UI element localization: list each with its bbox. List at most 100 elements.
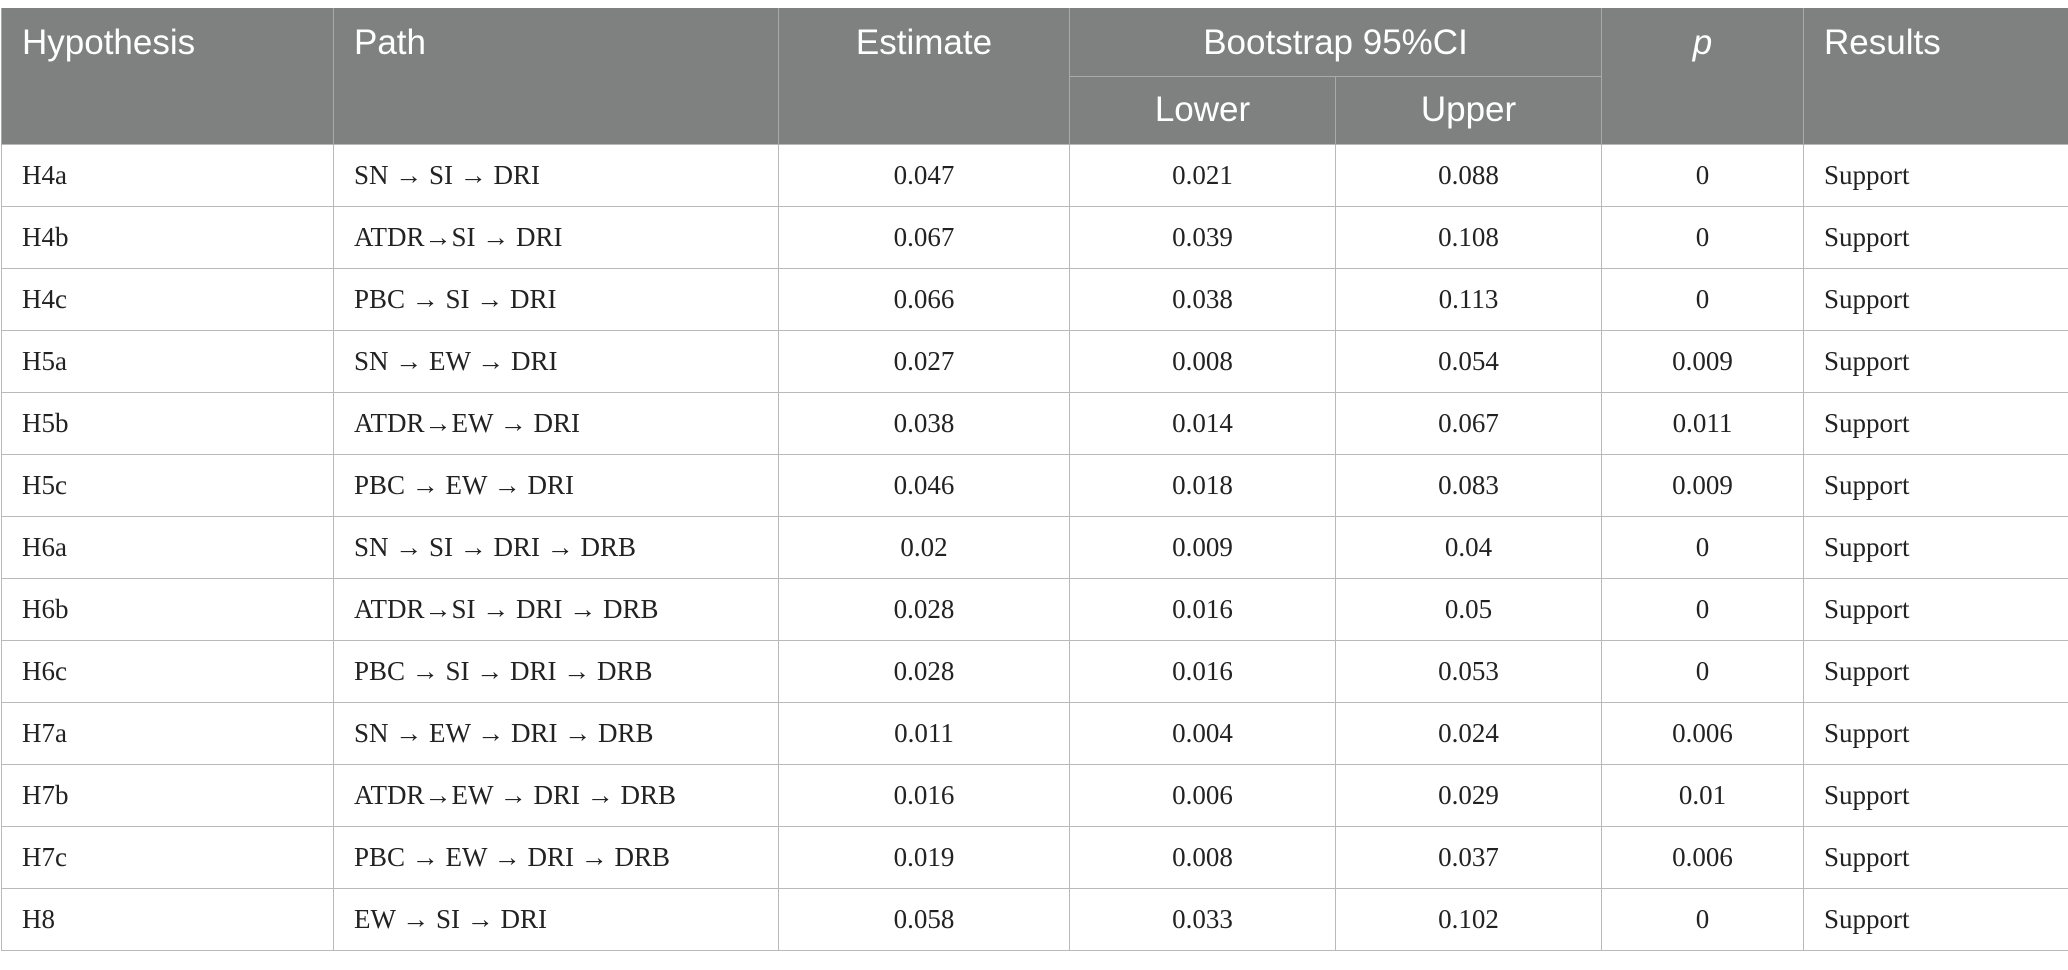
cell-upper: 0.054 <box>1335 329 1602 393</box>
cell-path: EW → SI → DRI <box>333 887 779 951</box>
cell-upper: 0.102 <box>1335 887 1602 951</box>
cell-result: Support <box>1803 391 2068 455</box>
header-row: Hypothesis Path Estimate Bootstrap 95%CI… <box>1 8 2068 144</box>
cell-p-value: 0 <box>1601 267 1804 331</box>
cell-hypothesis: H7a <box>1 701 334 765</box>
cell-hypothesis: H5b <box>1 391 334 455</box>
cell-lower: 0.021 <box>1069 143 1336 207</box>
cell-hypothesis: H6b <box>1 577 334 641</box>
table-row: H5a SN → EW → DRI 0.027 0.008 0.054 0.009 Supp… <box>1 329 2068 393</box>
header-path: Path <box>333 8 779 144</box>
cell-p-value: 0.011 <box>1601 391 1804 455</box>
cell-result: Support <box>1803 887 2068 951</box>
cell-hypothesis: H5c <box>1 453 334 517</box>
cell-hypothesis: H7c <box>1 825 334 889</box>
cell-result: Support <box>1803 453 2068 517</box>
cell-estimate: 0.058 <box>778 887 1070 951</box>
cell-lower: 0.004 <box>1069 701 1336 765</box>
table-row: H7c PBC → EW → DRI → DRB 0.019 0.008 0.037 0.… <box>1 825 2068 889</box>
cell-lower: 0.033 <box>1069 887 1336 951</box>
cell-estimate: 0.011 <box>778 701 1070 765</box>
cell-lower: 0.018 <box>1069 453 1336 517</box>
cell-result: Support <box>1803 577 2068 641</box>
cell-path: SN → EW → DRI <box>333 329 779 393</box>
cell-hypothesis: H6a <box>1 515 334 579</box>
cell-lower: 0.008 <box>1069 825 1336 889</box>
header-estimate: Estimate <box>778 8 1070 144</box>
cell-path: PBC → EW → DRI → DRB <box>333 825 779 889</box>
table-row: H5c PBC → EW → DRI 0.046 0.018 0.083 0.009 Sup… <box>1 453 2068 517</box>
cell-p-value: 0.01 <box>1601 763 1804 827</box>
cell-lower: 0.039 <box>1069 205 1336 269</box>
cell-estimate: 0.019 <box>778 825 1070 889</box>
cell-upper: 0.05 <box>1335 577 1602 641</box>
table-row: H4b ATDR→SI → DRI 0.067 0.039 0.108 0 Support <box>1 205 2068 269</box>
cell-result: Support <box>1803 701 2068 765</box>
header-results: Results <box>1803 8 2068 144</box>
cell-estimate: 0.067 <box>778 205 1070 269</box>
cell-estimate: 0.027 <box>778 329 1070 393</box>
cell-result: Support <box>1803 205 2068 269</box>
cell-upper: 0.067 <box>1335 391 1602 455</box>
cell-hypothesis: H8 <box>1 887 334 951</box>
table-row: H8 EW → SI → DRI 0.058 0.033 0.102 0 Support <box>1 887 2068 951</box>
table-row: H6c PBC → SI → DRI → DRB 0.028 0.016 0.053 0 S… <box>1 639 2068 703</box>
header-bootstrap-ci: Bootstrap 95%CI <box>1069 8 1602 77</box>
cell-p-value: 0.009 <box>1601 453 1804 517</box>
header-hypothesis: Hypothesis <box>1 8 334 144</box>
cell-estimate: 0.028 <box>778 577 1070 641</box>
header-lower: Lower <box>1069 76 1336 144</box>
cell-hypothesis: H4c <box>1 267 334 331</box>
cell-path: PBC → SI → DRI → DRB <box>333 639 779 703</box>
cell-p-value: 0.009 <box>1601 329 1804 393</box>
cell-hypothesis: H6c <box>1 639 334 703</box>
cell-result: Support <box>1803 329 2068 393</box>
cell-path: SN → SI → DRI <box>333 143 779 207</box>
cell-hypothesis: H4a <box>1 143 334 207</box>
cell-path: SN → SI → DRI → DRB <box>333 515 779 579</box>
table-row: H6b ATDR→SI → DRI → DRB 0.028 0.016 0.05 0 Sup… <box>1 577 2068 641</box>
table-row: H4c PBC → SI → DRI 0.066 0.038 0.113 0 Support <box>1 267 2068 331</box>
header-subrow: Lower Upper <box>2 76 2068 144</box>
cell-upper: 0.113 <box>1335 267 1602 331</box>
cell-estimate: 0.028 <box>778 639 1070 703</box>
cell-p-value: 0 <box>1601 639 1804 703</box>
table-row: H7a SN → EW → DRI → DRB 0.011 0.004 0.024 0.0… <box>1 701 2068 765</box>
cell-upper: 0.108 <box>1335 205 1602 269</box>
cell-path: SN → EW → DRI → DRB <box>333 701 779 765</box>
mediation-results-table: Hypothesis Path Estimate Bootstrap 95%CI… <box>1 8 2068 951</box>
cell-estimate: 0.046 <box>778 453 1070 517</box>
cell-path: PBC → EW → DRI <box>333 453 779 517</box>
cell-path: ATDR→EW → DRI → DRB <box>333 763 779 827</box>
header-upper: Upper <box>1335 76 1602 144</box>
cell-p-value: 0.006 <box>1601 825 1804 889</box>
table-row: H7b ATDR→EW → DRI → DRB 0.016 0.006 0.029 0.0… <box>1 763 2068 827</box>
table-row: H4a SN → SI → DRI 0.047 0.021 0.088 0 Support <box>1 143 2068 207</box>
cell-upper: 0.083 <box>1335 453 1602 517</box>
cell-path: PBC → SI → DRI <box>333 267 779 331</box>
cell-p-value: 0 <box>1601 577 1804 641</box>
cell-estimate: 0.066 <box>778 267 1070 331</box>
cell-p-value: 0 <box>1601 887 1804 951</box>
cell-estimate: 0.02 <box>778 515 1070 579</box>
cell-p-value: 0 <box>1601 143 1804 207</box>
table-body: H4a SN → SI → DRI 0.047 0.021 0.088 0 Support H… <box>1 143 2068 951</box>
cell-upper: 0.04 <box>1335 515 1602 579</box>
table-row: H6a SN → SI → DRI → DRB 0.02 0.009 0.04 0 Supp… <box>1 515 2068 579</box>
cell-upper: 0.053 <box>1335 639 1602 703</box>
cell-hypothesis: H4b <box>1 205 334 269</box>
cell-upper: 0.088 <box>1335 143 1602 207</box>
cell-lower: 0.016 <box>1069 577 1336 641</box>
cell-path: ATDR→SI → DRI <box>333 205 779 269</box>
cell-result: Support <box>1803 143 2068 207</box>
cell-result: Support <box>1803 515 2068 579</box>
cell-path: ATDR→SI → DRI → DRB <box>333 577 779 641</box>
cell-hypothesis: H7b <box>1 763 334 827</box>
cell-lower: 0.016 <box>1069 639 1336 703</box>
cell-path: ATDR→EW → DRI <box>333 391 779 455</box>
cell-lower: 0.009 <box>1069 515 1336 579</box>
cell-upper: 0.037 <box>1335 825 1602 889</box>
cell-estimate: 0.016 <box>778 763 1070 827</box>
cell-upper: 0.029 <box>1335 763 1602 827</box>
cell-p-value: 0 <box>1601 205 1804 269</box>
